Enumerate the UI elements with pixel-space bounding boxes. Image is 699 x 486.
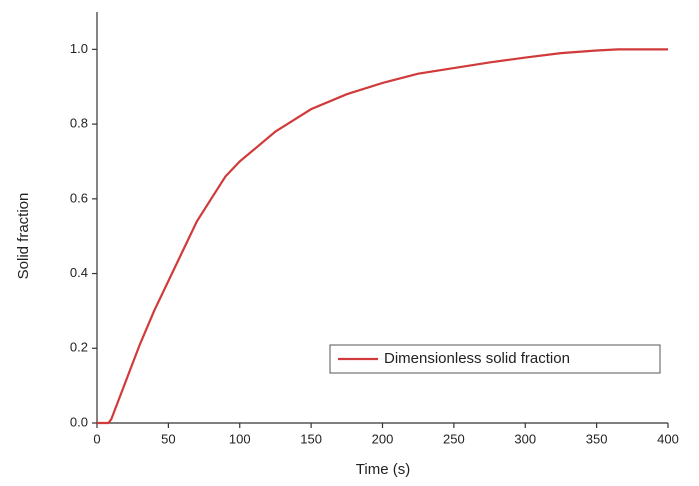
x-tick-label: 250 bbox=[443, 431, 465, 446]
x-tick-label: 100 bbox=[229, 431, 251, 446]
y-tick-label: 0.8 bbox=[70, 116, 88, 131]
x-tick-label: 350 bbox=[586, 431, 608, 446]
y-tick-label: 0.0 bbox=[70, 414, 88, 429]
x-tick-label: 0 bbox=[93, 431, 100, 446]
legend: Dimensionless solid fraction bbox=[329, 344, 661, 374]
legend-label: Dimensionless solid fraction bbox=[384, 350, 570, 367]
y-tick-label: 0.4 bbox=[70, 265, 88, 280]
line bbox=[97, 48, 668, 425]
x-tick-label: 200 bbox=[372, 431, 394, 446]
legend-box bbox=[329, 344, 661, 374]
x-tick-label: 400 bbox=[657, 431, 679, 446]
y-axis-label: Solid fraction bbox=[15, 193, 32, 280]
x-axis-label: Time (s) bbox=[356, 461, 410, 478]
y-tick-label: 0.2 bbox=[70, 340, 88, 355]
x-tick-label: 150 bbox=[300, 431, 322, 446]
y-tick-label: 1.0 bbox=[70, 41, 88, 56]
y-tick-label: 0.6 bbox=[70, 190, 88, 205]
x-tick-label: 300 bbox=[514, 431, 536, 446]
x-tick-label: 50 bbox=[161, 431, 175, 446]
